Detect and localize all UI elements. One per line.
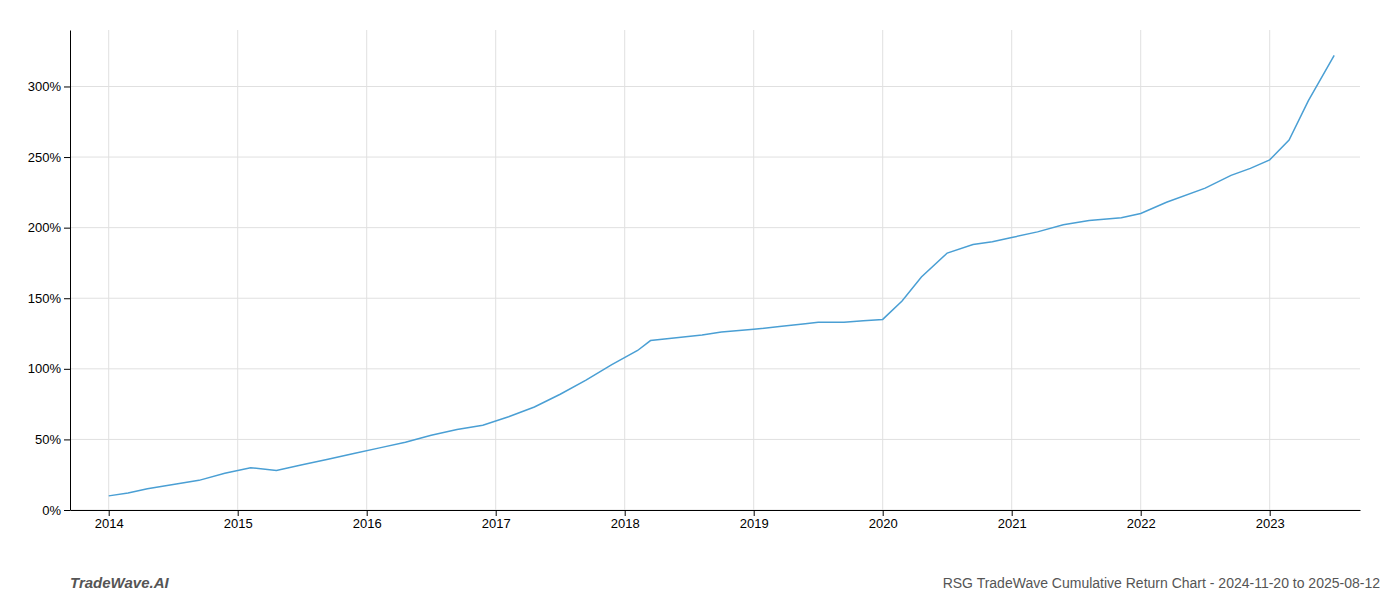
y-tick-label: 50%	[35, 432, 61, 447]
y-axis-line	[70, 31, 71, 511]
x-tick: 2017	[482, 510, 511, 531]
y-tick-label: 200%	[28, 220, 62, 235]
chart: 2014 2015 2016 2017 2018 2019 2020 2021 2022 2023…	[0, 0, 1400, 600]
title: RSG TradeWave Cumulative Return Chart - …	[943, 575, 1381, 591]
x-tick-mark	[109, 510, 110, 516]
x-tick: 2021	[998, 510, 1027, 531]
y-tick: 250%	[28, 150, 70, 165]
x-tick-label: 2018	[611, 516, 640, 531]
x-grid-line	[237, 30, 238, 510]
x-grid-line	[882, 30, 883, 510]
y-tick-mark	[64, 439, 70, 440]
x-tick-label: 2014	[95, 516, 124, 531]
x-tick-label: 2020	[869, 516, 898, 531]
y-tick-mark	[64, 369, 70, 370]
x-grid-line	[1269, 30, 1270, 510]
x-grid-line	[1011, 30, 1012, 510]
watermark: TradeWave.AI	[70, 574, 169, 591]
x-tick: 2014	[95, 510, 124, 531]
x-tick-mark	[1012, 510, 1013, 516]
x-tick-mark	[625, 510, 626, 516]
x-tick: 2019	[740, 510, 769, 531]
x-tick-mark	[883, 510, 884, 516]
x-grid-line	[108, 30, 109, 510]
x-axis: 2014 2015 2016 2017 2018 2019 2020 2021 2022 2023	[71, 510, 1361, 531]
y-axis: 0% 50% 100% 150% 200% 250% 300%	[28, 31, 71, 518]
x-tick-label: 2022	[1127, 516, 1156, 531]
y-tick-mark	[64, 510, 70, 511]
x-axis-line	[71, 510, 1361, 511]
x-tick-mark	[238, 510, 239, 516]
x-grid-line	[495, 30, 496, 510]
x-tick-mark	[367, 510, 368, 516]
y-tick-label: 150%	[28, 291, 62, 306]
x-tick-label: 2023	[1256, 516, 1285, 531]
x-tick-mark	[1141, 510, 1142, 516]
x-grid-line	[624, 30, 625, 510]
x-tick: 2022	[1127, 510, 1156, 531]
x-tick-label: 2019	[740, 516, 769, 531]
plot-area	[109, 55, 1335, 495]
x-tick-label: 2015	[224, 516, 253, 531]
y-tick: 200%	[28, 220, 70, 235]
y-tick-label: 250%	[28, 150, 62, 165]
y-tick-mark	[64, 298, 70, 299]
x-grid-line	[1140, 30, 1141, 510]
y-tick-label: 0%	[42, 503, 61, 518]
y-tick: 0%	[42, 503, 70, 518]
x-tick-mark	[1270, 510, 1271, 516]
y-tick-mark	[64, 86, 70, 87]
y-tick-label: 300%	[28, 79, 62, 94]
y-grid-line	[70, 157, 1360, 158]
x-tick-mark	[754, 510, 755, 516]
y-tick-label: 100%	[28, 361, 62, 376]
y-tick: 100%	[28, 361, 70, 376]
x-tick-mark	[496, 510, 497, 516]
y-tick-mark	[64, 157, 70, 158]
grid	[70, 30, 1360, 510]
y-grid-line	[70, 227, 1360, 228]
x-tick: 2018	[611, 510, 640, 531]
x-grid-line	[366, 30, 367, 510]
y-tick: 50%	[35, 432, 70, 447]
x-tick: 2015	[224, 510, 253, 531]
line	[109, 55, 1335, 495]
x-tick-label: 2016	[353, 516, 382, 531]
y-grid-line	[70, 298, 1360, 299]
x-tick: 2020	[869, 510, 898, 531]
y-grid-line	[70, 439, 1360, 440]
x-tick-label: 2021	[998, 516, 1027, 531]
x-grid-line	[753, 30, 754, 510]
x-tick: 2016	[353, 510, 382, 531]
y-tick: 300%	[28, 79, 70, 94]
y-tick-mark	[64, 228, 70, 229]
texts: TradeWave.AI RSG TradeWave Cumulative Ret…	[70, 574, 1380, 591]
y-grid-line	[70, 510, 1360, 511]
y-grid-line	[70, 86, 1360, 87]
y-grid-line	[70, 368, 1360, 369]
y-tick: 150%	[28, 291, 70, 306]
x-tick: 2023	[1256, 510, 1285, 531]
x-tick-label: 2017	[482, 516, 511, 531]
